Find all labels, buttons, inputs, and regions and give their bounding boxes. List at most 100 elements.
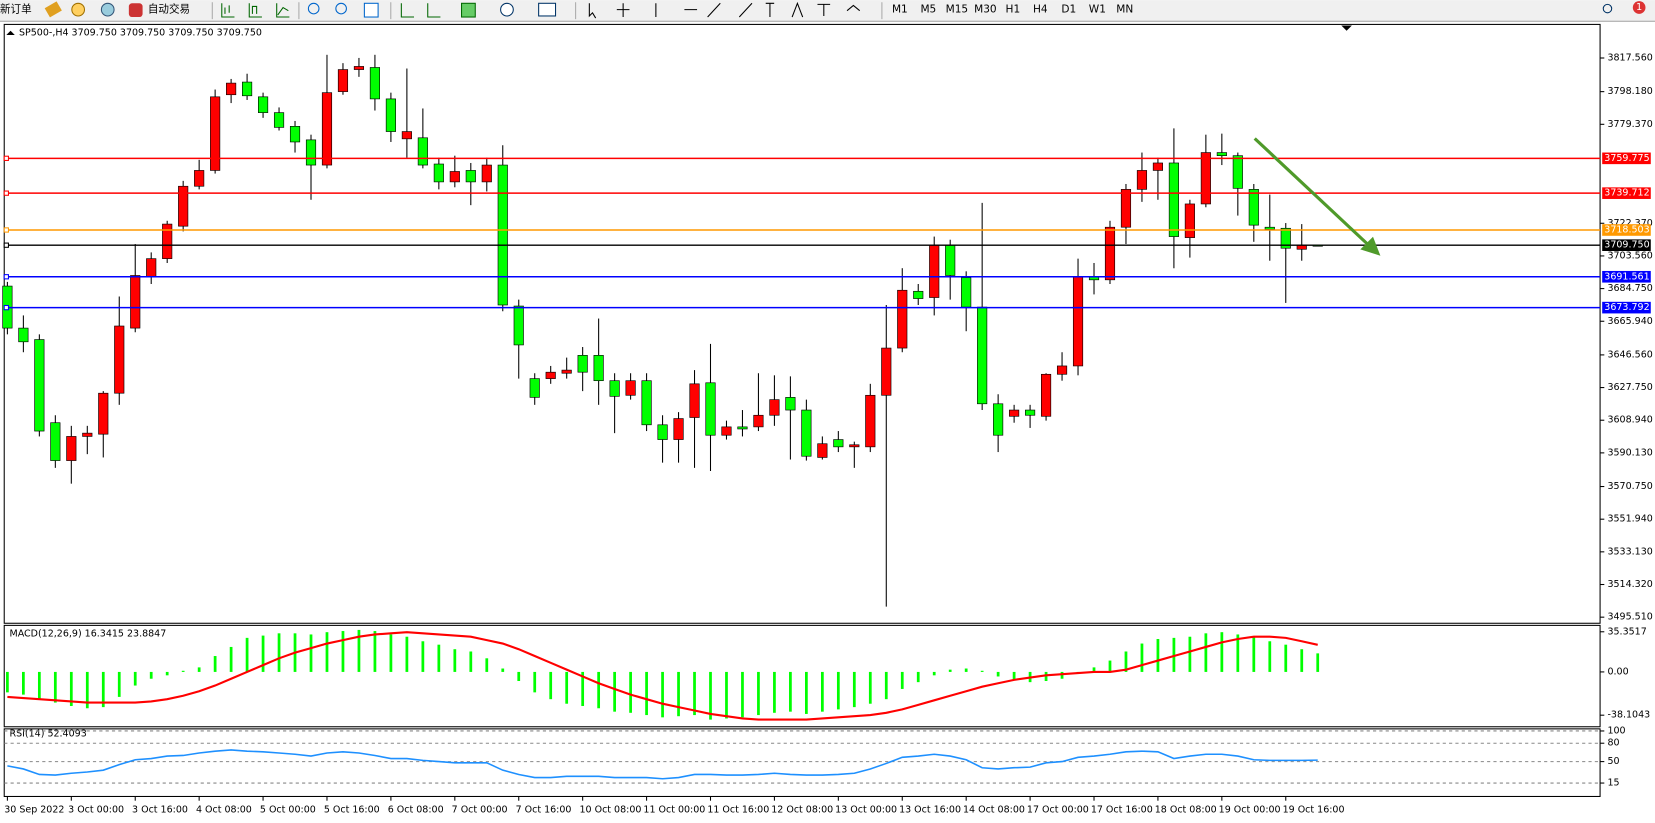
level-label: 3759.775 bbox=[1604, 153, 1649, 164]
macd-bar bbox=[501, 668, 505, 672]
icon[interactable] bbox=[538, 2, 557, 17]
candle-body bbox=[833, 439, 844, 448]
timeframe-button: M1 bbox=[892, 4, 908, 16]
icon[interactable] bbox=[128, 3, 143, 18]
new-order-button[interactable]: 新订单 bbox=[0, 3, 32, 16]
x-tick-label: 18 Oct 08:00 bbox=[1155, 805, 1217, 816]
candle-body bbox=[1280, 227, 1291, 249]
level-label: 3673.792 bbox=[1604, 302, 1649, 313]
macd-bar bbox=[213, 656, 217, 672]
icon[interactable] bbox=[44, 1, 62, 18]
icon[interactable] bbox=[335, 2, 347, 15]
macd-bar bbox=[453, 649, 457, 672]
price-panel bbox=[3, 23, 1601, 624]
candle-body bbox=[1009, 409, 1020, 417]
icon[interactable] bbox=[461, 2, 476, 18]
candle-body bbox=[785, 397, 796, 411]
macd-bar bbox=[437, 644, 441, 672]
candle-body bbox=[929, 244, 940, 298]
candle-body bbox=[497, 164, 508, 306]
macd-bar bbox=[852, 671, 856, 708]
icon[interactable] bbox=[588, 3, 597, 19]
icon[interactable] bbox=[363, 2, 379, 18]
candle-body bbox=[1104, 226, 1116, 281]
level-label-box bbox=[1602, 301, 1651, 314]
macd-bar bbox=[1204, 633, 1208, 672]
icon[interactable] bbox=[616, 3, 630, 18]
candle-body bbox=[1200, 152, 1211, 205]
macd-bar bbox=[197, 667, 201, 672]
x-tick-label: 19 Oct 00:00 bbox=[1219, 805, 1281, 816]
icon[interactable] bbox=[276, 3, 290, 18]
search-icon[interactable] bbox=[1602, 3, 1613, 14]
x-tick-label: 11 Oct 16:00 bbox=[707, 805, 769, 816]
macd-bar bbox=[884, 671, 888, 700]
macd-bar bbox=[373, 631, 377, 672]
candle-body bbox=[689, 383, 700, 418]
candle-body bbox=[561, 369, 572, 374]
y-tick-label: 3627.750 bbox=[1607, 382, 1652, 393]
macd-bar bbox=[1188, 636, 1192, 672]
candle-body bbox=[114, 325, 125, 394]
macd-bar bbox=[964, 668, 968, 672]
level-label: 3691.561 bbox=[1604, 271, 1649, 282]
macd-bar bbox=[645, 671, 648, 716]
level-label-box bbox=[1602, 152, 1651, 165]
candle-body bbox=[1264, 226, 1275, 230]
candle-body bbox=[369, 67, 380, 100]
macd-bar bbox=[948, 669, 952, 672]
candle-body bbox=[705, 382, 716, 436]
y-tick-label: 3551.940 bbox=[1607, 514, 1652, 525]
icon[interactable] bbox=[307, 2, 320, 15]
candle-body bbox=[130, 275, 141, 329]
notification-badge[interactable] bbox=[1632, 1, 1646, 14]
candle-body bbox=[737, 426, 748, 430]
x-tick-label: 4 Oct 08:00 bbox=[196, 805, 252, 816]
candle-body bbox=[801, 409, 812, 457]
candle-body bbox=[98, 392, 109, 435]
macd-bar bbox=[1252, 636, 1256, 672]
icon[interactable] bbox=[221, 3, 235, 18]
candle-body bbox=[273, 112, 285, 128]
icon[interactable] bbox=[71, 2, 86, 17]
candle-body bbox=[1168, 162, 1179, 237]
icon[interactable] bbox=[100, 2, 115, 17]
candle-body bbox=[1232, 155, 1243, 189]
y-tick-label: 3514.320 bbox=[1607, 579, 1652, 590]
macd-bar bbox=[1108, 660, 1112, 672]
icon[interactable] bbox=[427, 3, 441, 18]
icon[interactable] bbox=[738, 2, 775, 18]
candle-body bbox=[289, 126, 301, 143]
candle-body bbox=[162, 223, 173, 259]
macd-bar bbox=[341, 631, 345, 672]
candle-body bbox=[146, 258, 157, 277]
candle-body bbox=[66, 436, 77, 461]
icon[interactable] bbox=[500, 2, 514, 17]
candle-body bbox=[1025, 409, 1036, 416]
timeframe-button: H4 bbox=[1033, 4, 1048, 16]
toolbar bbox=[0, 0, 1655, 22]
macd-bar bbox=[533, 671, 537, 693]
macd-bar bbox=[357, 629, 361, 672]
icon[interactable] bbox=[400, 3, 415, 18]
macd-bar bbox=[1236, 634, 1240, 672]
x-tick-label: 3 Oct 16:00 bbox=[132, 805, 188, 816]
macd-bar bbox=[389, 634, 393, 672]
icon[interactable] bbox=[248, 3, 262, 18]
icon[interactable] bbox=[846, 4, 861, 12]
x-tick-label: 19 Oct 16:00 bbox=[1283, 805, 1345, 816]
candle-body bbox=[1248, 189, 1259, 226]
y-tick-label: 3646.560 bbox=[1607, 349, 1652, 360]
x-tick-label: 3 Oct 00:00 bbox=[68, 805, 124, 816]
auto-trading-button[interactable]: 自动交易 bbox=[148, 3, 190, 16]
macd-bar bbox=[1316, 653, 1320, 672]
x-tick-label: 12 Oct 08:00 bbox=[771, 805, 833, 816]
candle-body bbox=[82, 432, 93, 437]
candle-body bbox=[305, 139, 317, 166]
macd-bar bbox=[1012, 671, 1016, 680]
icon[interactable] bbox=[791, 1, 831, 18]
candle-body bbox=[257, 96, 269, 113]
icon[interactable] bbox=[655, 2, 721, 18]
level-label: 3739.712 bbox=[1604, 188, 1649, 199]
